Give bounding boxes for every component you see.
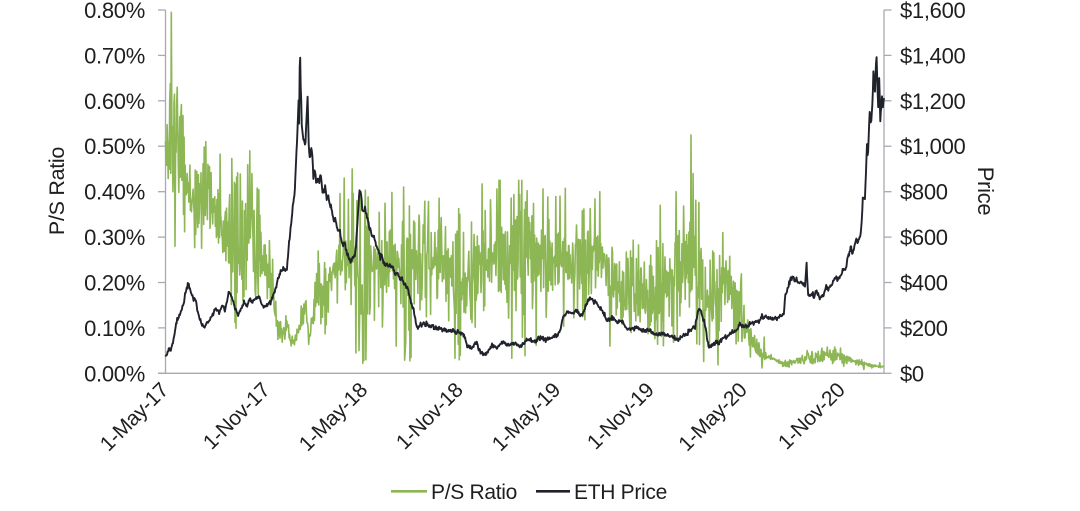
svg-text:$1,600: $1,600 (900, 0, 966, 23)
svg-text:1-Nov-17: 1-Nov-17 (199, 379, 275, 455)
svg-text:1-May-17: 1-May-17 (96, 379, 173, 456)
svg-text:0.70%: 0.70% (84, 43, 145, 68)
svg-text:$800: $800 (900, 180, 948, 205)
svg-text:1-May-20: 1-May-20 (674, 379, 751, 456)
svg-text:1-Nov-20: 1-Nov-20 (774, 379, 850, 455)
svg-text:$1,200: $1,200 (900, 89, 966, 114)
svg-text:0.60%: 0.60% (84, 89, 145, 114)
svg-text:0.80%: 0.80% (84, 0, 145, 23)
svg-text:1-Nov-18: 1-Nov-18 (392, 379, 468, 455)
svg-text:$1,400: $1,400 (900, 43, 966, 68)
svg-text:0.00%: 0.00% (84, 361, 145, 386)
svg-text:0.20%: 0.20% (84, 271, 145, 296)
svg-text:1-May-19: 1-May-19 (488, 379, 565, 456)
svg-text:P/S Ratio: P/S Ratio (45, 147, 69, 235)
svg-text:0.30%: 0.30% (84, 225, 145, 250)
svg-text:P/S Ratio: P/S Ratio (431, 481, 517, 504)
svg-text:$600: $600 (900, 225, 948, 250)
svg-text:0.10%: 0.10% (84, 316, 145, 341)
svg-text:1-May-18: 1-May-18 (295, 379, 372, 456)
svg-text:ETH Price: ETH Price (574, 481, 667, 504)
svg-text:0.40%: 0.40% (84, 180, 145, 205)
svg-text:$0: $0 (900, 361, 924, 386)
svg-text:1-Nov-19: 1-Nov-19 (583, 379, 659, 455)
svg-text:Price: Price (973, 167, 998, 216)
svg-text:$200: $200 (900, 316, 948, 341)
svg-text:$1,000: $1,000 (900, 134, 966, 159)
svg-text:0.50%: 0.50% (84, 134, 145, 159)
svg-text:$400: $400 (900, 271, 948, 296)
